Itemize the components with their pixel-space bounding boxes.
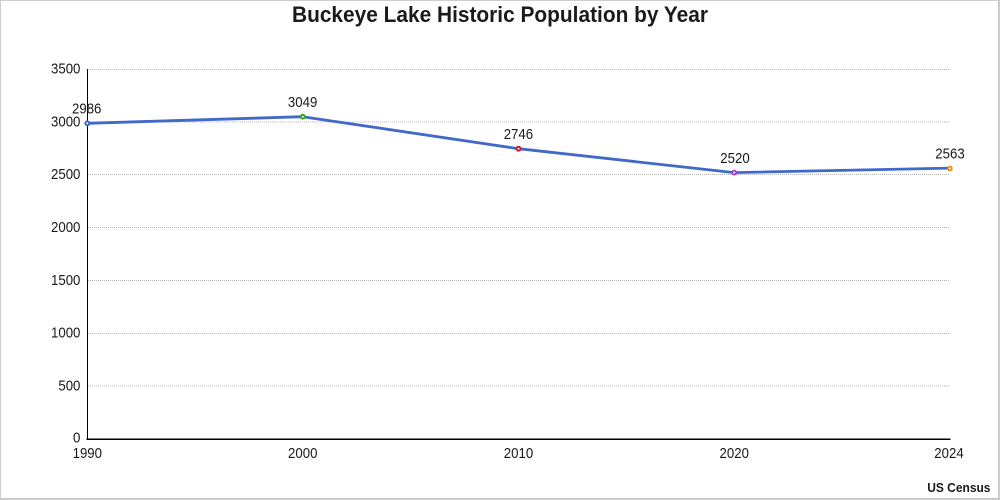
- svg-text:2520: 2520: [720, 150, 749, 167]
- svg-text:2746: 2746: [504, 126, 533, 143]
- svg-text:3500: 3500: [51, 60, 80, 77]
- svg-text:2500: 2500: [51, 166, 80, 183]
- svg-text:2000: 2000: [288, 445, 317, 462]
- svg-text:1000: 1000: [51, 325, 80, 342]
- svg-text:2986: 2986: [72, 101, 101, 118]
- svg-text:US Census: US Census: [927, 480, 990, 495]
- svg-text:2024: 2024: [934, 445, 963, 462]
- svg-text:3000: 3000: [51, 113, 80, 130]
- svg-text:3049: 3049: [288, 94, 317, 111]
- svg-text:1500: 1500: [51, 272, 80, 289]
- svg-text:0: 0: [73, 430, 80, 447]
- svg-text:Buckeye Lake Historic Populati: Buckeye Lake Historic Population by Year: [292, 2, 708, 27]
- svg-text:2000: 2000: [51, 219, 80, 236]
- svg-text:500: 500: [58, 378, 80, 395]
- svg-text:1990: 1990: [73, 445, 102, 462]
- svg-text:2020: 2020: [720, 445, 749, 462]
- svg-text:2563: 2563: [935, 145, 964, 162]
- svg-text:2010: 2010: [504, 445, 533, 462]
